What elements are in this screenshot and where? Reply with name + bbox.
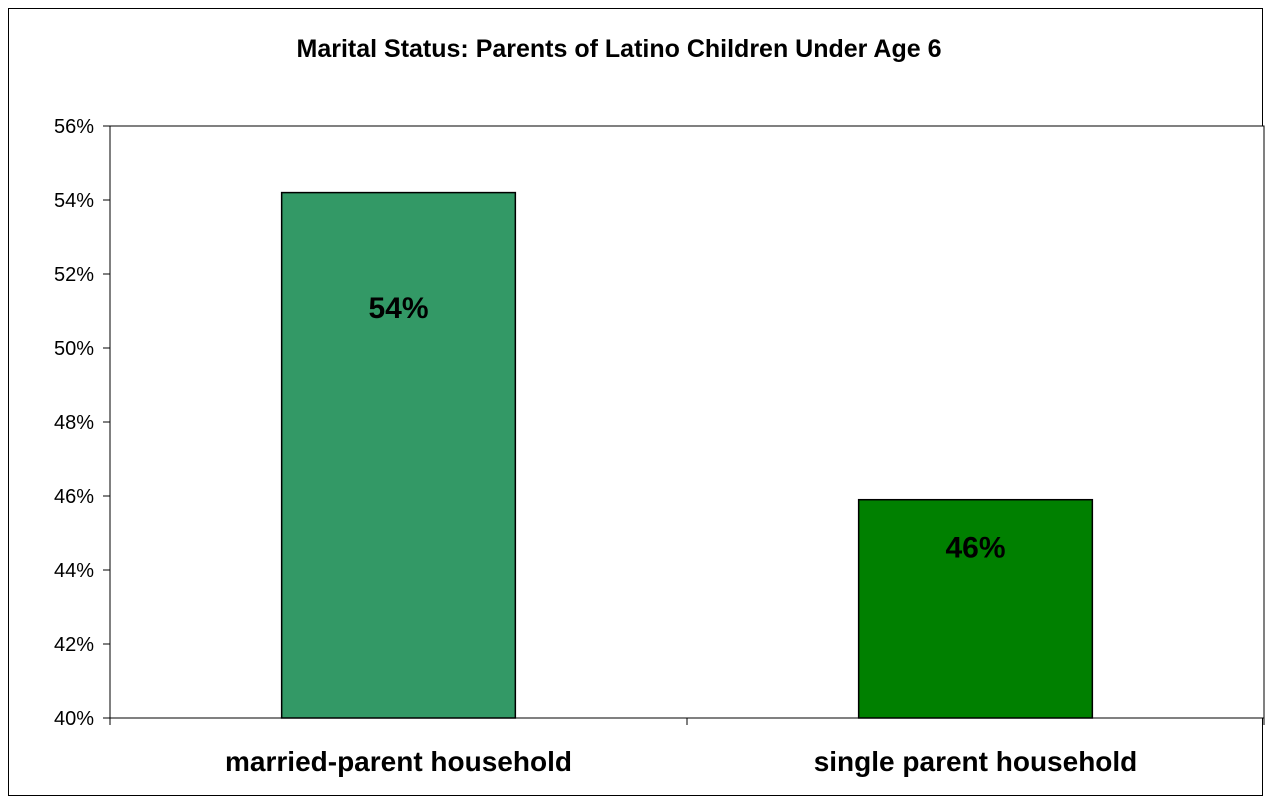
y-tick-label: 54% xyxy=(54,190,94,212)
bar-data-label: 46% xyxy=(945,532,1005,565)
chart-title: Marital Status: Parents of Latino Childr… xyxy=(297,35,942,63)
y-tick-label: 50% xyxy=(54,338,94,360)
bar xyxy=(280,191,517,719)
x-category-label: married-parent household xyxy=(225,746,572,777)
x-axis: married-parent household single parent ho… xyxy=(109,717,1265,777)
bars xyxy=(280,191,1094,719)
bar xyxy=(857,498,1094,719)
bar-data-label: 54% xyxy=(368,292,428,325)
y-axis: 40% 42% 44% 46% 48% 50% 52% 54% 56% xyxy=(54,116,111,730)
data-labels: 54% 46% xyxy=(368,292,1005,565)
y-tick-label: 44% xyxy=(54,560,94,582)
y-tick-label: 46% xyxy=(54,486,94,508)
x-category-label: single parent household xyxy=(814,746,1138,777)
y-tick-label: 52% xyxy=(54,264,94,286)
y-tick-label: 42% xyxy=(54,634,94,656)
y-tick-label: 56% xyxy=(54,116,94,138)
y-tick-label: 48% xyxy=(54,412,94,434)
y-tick-label: 40% xyxy=(54,708,94,730)
